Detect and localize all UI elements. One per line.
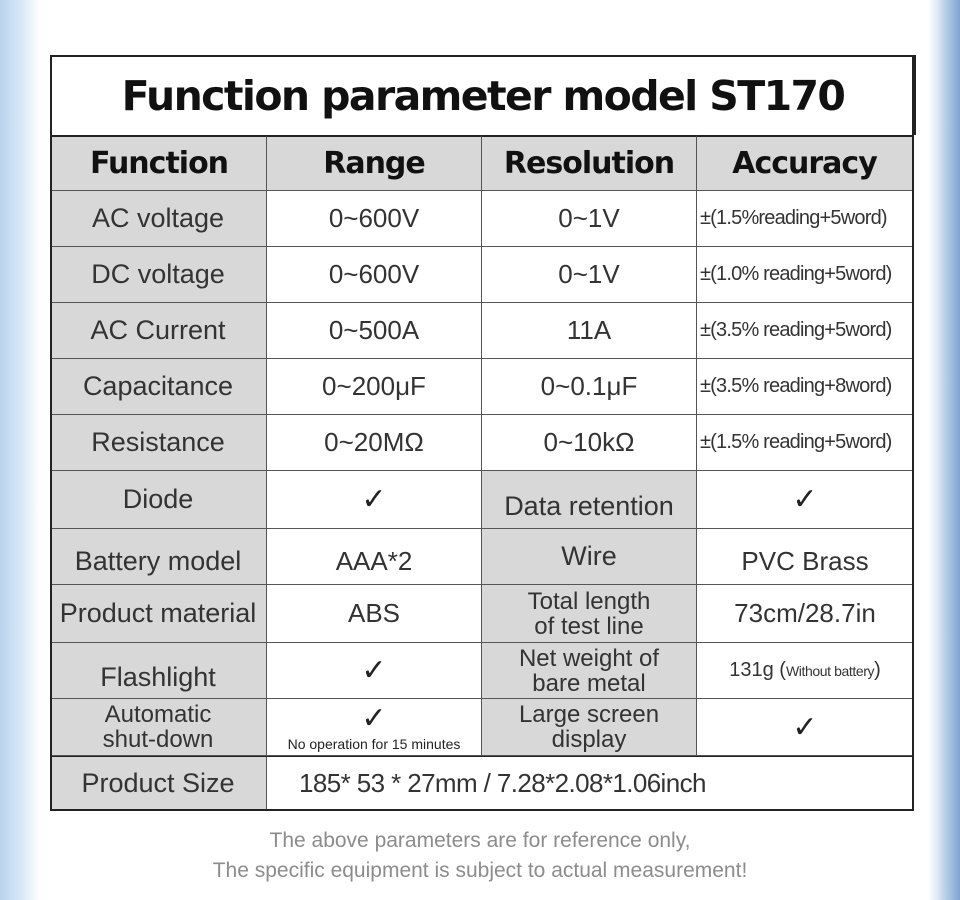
row-label-product-material: Product material	[50, 585, 267, 643]
row-resolution-dc-voltage: 0~1V	[482, 247, 697, 303]
row-range-dc-voltage: 0~600V	[267, 247, 482, 303]
row-label-large-screen: Large screen display	[482, 699, 697, 756]
row-accuracy-ac-voltage: ±(1.5%reading+5word)	[697, 191, 914, 247]
row-value-product-material: ABS	[267, 585, 482, 643]
test-line-length-line2: of test line	[534, 612, 644, 640]
row-label-wire: Wire	[482, 529, 697, 585]
footnote-line-1: The above parameters are for reference o…	[269, 829, 691, 852]
test-line-length-line1: Total length	[527, 587, 651, 615]
row-resolution-capacitance: 0~0.1μF	[482, 359, 697, 415]
net-weight-line1: Net weight of	[518, 644, 660, 672]
footnote-line-2: The specific equipment is subject to act…	[212, 859, 748, 882]
row-value-product-size: 185* 53 * 27mm / 7.28*2.08*1.06inch	[267, 756, 914, 811]
large-screen-line2: display	[551, 726, 627, 753]
large-screen-line1: Large screen	[518, 701, 660, 728]
row-label-diode: Diode	[50, 471, 267, 529]
row-accuracy-dc-voltage: ±(1.0% reading+5word)	[697, 247, 914, 303]
header-range: Range	[267, 135, 482, 191]
row-label-ac-voltage: AC voltage	[50, 191, 267, 247]
automatic-shutdown-check-icon: ✓	[361, 701, 387, 735]
flashlight-check-icon: ✓	[267, 643, 482, 699]
row-label-dc-voltage: DC voltage	[50, 247, 267, 303]
row-label-battery-model: Battery model	[50, 529, 267, 585]
row-resolution-ac-voltage: 0~1V	[482, 191, 697, 247]
row-range-resistance: 0~20MΩ	[267, 415, 482, 471]
header-resolution: Resolution	[482, 135, 697, 191]
automatic-shutdown-note: No operation for 15 minutes	[287, 735, 461, 752]
diode-check-icon: ✓	[267, 471, 482, 529]
row-label-product-size: Product Size	[50, 756, 267, 811]
row-label-ac-current: AC Current	[50, 303, 267, 359]
table-title: Function parameter model ST170	[50, 55, 916, 135]
header-function: Function	[50, 135, 267, 191]
row-label-flashlight: Flashlight	[50, 643, 267, 699]
row-range-ac-current: 0~500A	[267, 303, 482, 359]
net-weight-line2: bare metal	[532, 669, 646, 697]
header-accuracy: Accuracy	[697, 135, 914, 191]
row-range-capacitance: 0~200μF	[267, 359, 482, 415]
row-accuracy-resistance: ±(1.5% reading+5word)	[697, 415, 914, 471]
row-value-wire: PVC Brass	[697, 529, 914, 585]
automatic-shutdown-line1: Automatic	[104, 701, 212, 728]
automatic-shutdown-line2: shut-down	[102, 726, 214, 753]
row-accuracy-capacitance: ±(3.5% reading+8word)	[697, 359, 914, 415]
row-label-data-retention: Data retention	[482, 471, 697, 529]
large-screen-check-icon: ✓	[697, 699, 914, 756]
row-resolution-ac-current: 11A	[482, 303, 697, 359]
row-label-capacitance: Capacitance	[50, 359, 267, 415]
row-label-net-weight: Net weight of bare metal	[482, 643, 697, 699]
net-weight-value: 131g (	[729, 659, 786, 681]
row-resolution-resistance: 0~10kΩ	[482, 415, 697, 471]
data-retention-check-icon: ✓	[697, 471, 914, 529]
net-weight-close: )	[874, 659, 881, 681]
row-accuracy-ac-current: ±(3.5% reading+5word)	[697, 303, 914, 359]
spec-table: Function parameter model ST170 Function …	[50, 55, 916, 811]
row-value-battery-model: AAA*2	[267, 529, 482, 585]
row-label-resistance: Resistance	[50, 415, 267, 471]
row-value-net-weight: 131g (Without battery)	[697, 643, 914, 699]
row-value-automatic-shutdown: ✓ No operation for 15 minutes	[267, 699, 482, 756]
row-label-test-line-length: Total length of test line	[482, 585, 697, 643]
net-weight-note: Without battery	[785, 662, 875, 679]
row-range-ac-voltage: 0~600V	[267, 191, 482, 247]
row-value-test-line-length: 73cm/28.7in	[697, 585, 914, 643]
row-label-automatic-shutdown: Automatic shut-down	[50, 699, 267, 756]
